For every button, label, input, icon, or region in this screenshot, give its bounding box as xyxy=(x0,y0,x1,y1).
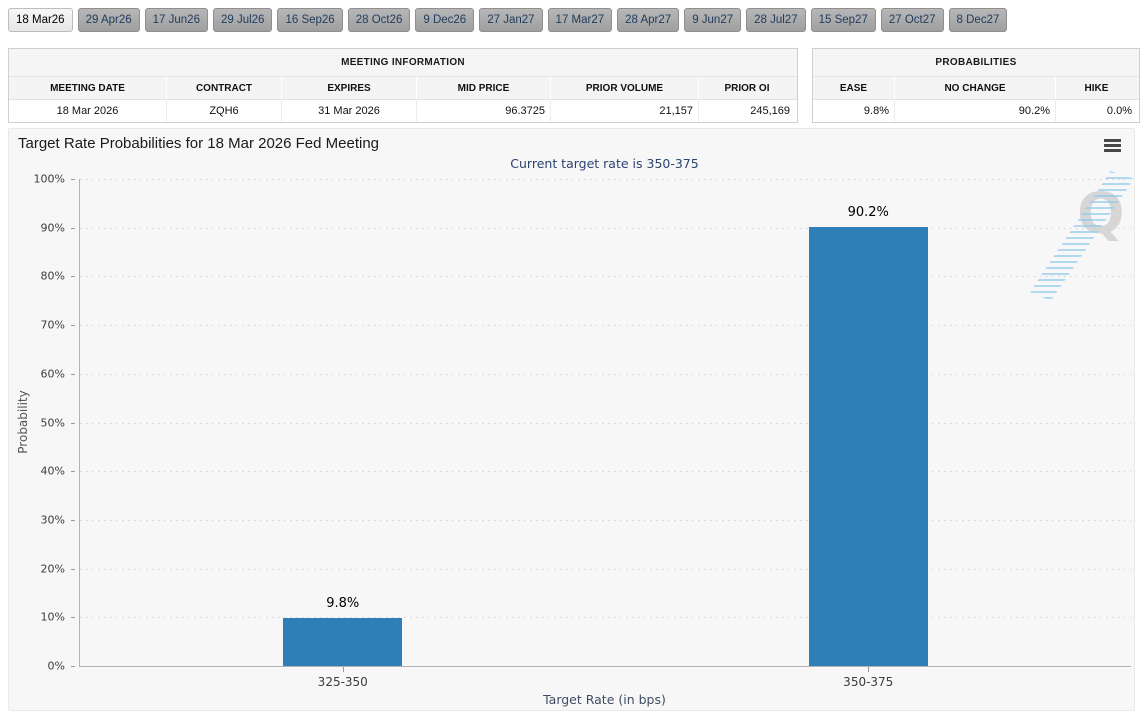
meeting-tab-27-jan27[interactable]: 27 Jan27 xyxy=(479,8,543,32)
probabilities-title: PROBABILITIES xyxy=(813,49,1139,77)
y-tick-mark-70 xyxy=(71,325,75,327)
x-axis-title: Target Rate (in bps) xyxy=(543,692,666,707)
bar-value-label-350-375: 90.2% xyxy=(847,204,889,220)
y-tick-label-90: 90% xyxy=(40,221,65,235)
meeting-tab-bar: 18 Mar26 29 Apr26 17 Jun26 29 Jul26 16 Sep26… xyxy=(8,8,1008,32)
meeting-info-cell-0: 18 Mar 2026 xyxy=(9,100,166,122)
gridline-30 xyxy=(80,519,1131,521)
meeting-info-cell-1: ZQH6 xyxy=(166,100,281,122)
y-tick-mark-0 xyxy=(71,666,75,667)
meeting-information-table: MEETING INFORMATION MEETING DATE CONTRACT… xyxy=(8,48,798,123)
x-tick-mark-1 xyxy=(868,667,870,672)
y-tick-label-10: 10% xyxy=(40,610,65,624)
meeting-information-header-row: MEETING DATE CONTRACT EXPIRES MID PRICE PRIO… xyxy=(9,77,797,100)
meeting-tab-17-mar27[interactable]: 17 Mar27 xyxy=(547,8,613,32)
bar-value-label-325-350: 9.8% xyxy=(326,596,360,612)
meeting-tab-17-jun26[interactable]: 17 Jun26 xyxy=(144,8,208,32)
probabilities-col-header-1: NO CHANGE xyxy=(894,77,1055,99)
y-tick-mark-30 xyxy=(71,519,75,521)
y-tick-label-80: 80% xyxy=(40,269,65,283)
meeting-info-cell-3: 96.3725 xyxy=(416,100,550,122)
y-tick-mark-90 xyxy=(71,227,75,229)
gridline-10 xyxy=(80,617,1131,619)
gridline-90 xyxy=(80,227,1131,229)
probabilities-data-row: 9.8% 90.2% 0.0% xyxy=(813,100,1139,122)
y-tick-label-20: 20% xyxy=(40,562,65,576)
gridline-80 xyxy=(80,276,1131,278)
gridline-60 xyxy=(80,373,1131,375)
y-tick-mark-80 xyxy=(71,276,75,278)
meeting-info-col-header-1: CONTRACT xyxy=(166,77,281,99)
meeting-tab-18-mar26[interactable]: 18 Mar26 xyxy=(8,8,73,32)
probabilities-table: PROBABILITIES EASE NO CHANGE HIKE 9.8% 90.2… xyxy=(812,48,1140,123)
y-axis: 0% 10% 20% 30% 40% 50% 60% 70% 80% 90% 100% xyxy=(9,173,75,673)
meeting-tab-8-dec27[interactable]: 8 Dec27 xyxy=(948,8,1008,32)
x-tick-mark-0 xyxy=(342,667,344,672)
gridline-50 xyxy=(80,422,1131,424)
meeting-tab-27-oct27[interactable]: 27 Oct27 xyxy=(880,8,944,32)
bar-325-350[interactable] xyxy=(283,618,403,666)
meeting-tab-9-dec26[interactable]: 9 Dec26 xyxy=(415,8,475,32)
probabilities-col-header-0: EASE xyxy=(839,82,868,94)
y-tick-label-70: 70% xyxy=(40,318,65,332)
meeting-tab-28-apr27[interactable]: 28 Apr27 xyxy=(617,8,680,32)
meeting-info-cell-2: 31 Mar 2026 xyxy=(281,100,416,122)
y-tick-mark-20 xyxy=(71,568,75,570)
meeting-info-cell-4: 21,157 xyxy=(550,100,698,122)
y-tick-mark-40 xyxy=(71,471,75,473)
meeting-tab-28-jul27[interactable]: 28 Jul27 xyxy=(746,8,806,32)
gridline-100 xyxy=(80,179,1131,180)
y-tick-label-100: 100% xyxy=(33,172,65,186)
probabilities-cell-2: 0.0% xyxy=(1055,100,1137,122)
y-tick-mark-50 xyxy=(71,422,75,424)
y-tick-mark-10 xyxy=(71,617,75,619)
gridline-70 xyxy=(80,325,1131,327)
chart-title: Target Rate Probabilities for 18 Mar 202… xyxy=(18,135,380,152)
y-tick-label-60: 60% xyxy=(40,367,65,381)
meeting-info-col-header-4: PRIOR VOLUME xyxy=(550,77,698,99)
chart-subtitle: Current target rate is 350-375 xyxy=(510,156,699,171)
meeting-information-title: MEETING INFORMATION xyxy=(9,49,797,77)
meeting-tab-29-jul26[interactable]: 29 Jul26 xyxy=(212,8,273,32)
meeting-info-col-header-5: PRIOR OI xyxy=(698,77,795,99)
meeting-info-col-header-2: EXPIRES xyxy=(281,77,416,99)
meeting-tab-15-sep27[interactable]: 15 Sep27 xyxy=(810,8,876,32)
y-tick-label-40: 40% xyxy=(40,464,65,478)
meeting-tab-29-apr26[interactable]: 29 Apr26 xyxy=(77,8,140,32)
meeting-tab-16-sep26[interactable]: 16 Sep26 xyxy=(277,8,343,32)
probabilities-cell-1: 90.2% xyxy=(894,100,1055,122)
meeting-tab-9-jun27[interactable]: 9 Jun27 xyxy=(684,8,742,32)
probabilities-header-row: EASE NO CHANGE HIKE xyxy=(813,77,1139,100)
x-tick-label-325-350: 325-350 xyxy=(317,675,368,689)
x-tick-label-350-375: 350-375 xyxy=(843,675,894,689)
probabilities-cell-0: 9.8% xyxy=(813,100,894,122)
meeting-information-data-row: 18 Mar 2026 ZQH6 31 Mar 2026 96.3725 21,157 2… xyxy=(9,100,797,122)
y-tick-label-30: 30% xyxy=(40,513,65,527)
target-rate-chart-panel: Target Rate Probabilities for 18 Mar 202… xyxy=(8,128,1135,711)
meeting-info-cell-5: 245,169 xyxy=(698,100,795,122)
y-tick-mark-60 xyxy=(71,373,75,375)
y-tick-mark-100 xyxy=(71,179,75,180)
gridline-20 xyxy=(80,568,1131,570)
bar-350-375[interactable] xyxy=(808,226,928,666)
plot-area: 9.8% 325-350 90.2% 350-375 xyxy=(79,179,1131,689)
meeting-tab-28-oct26[interactable]: 28 Oct26 xyxy=(347,8,411,32)
meeting-info-col-header-0: MEETING DATE xyxy=(50,82,125,94)
y-tick-label-0: 0% xyxy=(47,659,65,673)
meeting-info-col-header-3: MID PRICE xyxy=(416,77,550,99)
gridline-40 xyxy=(80,471,1131,473)
hamburger-icon[interactable] xyxy=(1104,139,1121,154)
probabilities-col-header-2: HIKE xyxy=(1055,77,1137,99)
y-tick-label-50: 50% xyxy=(40,416,65,429)
